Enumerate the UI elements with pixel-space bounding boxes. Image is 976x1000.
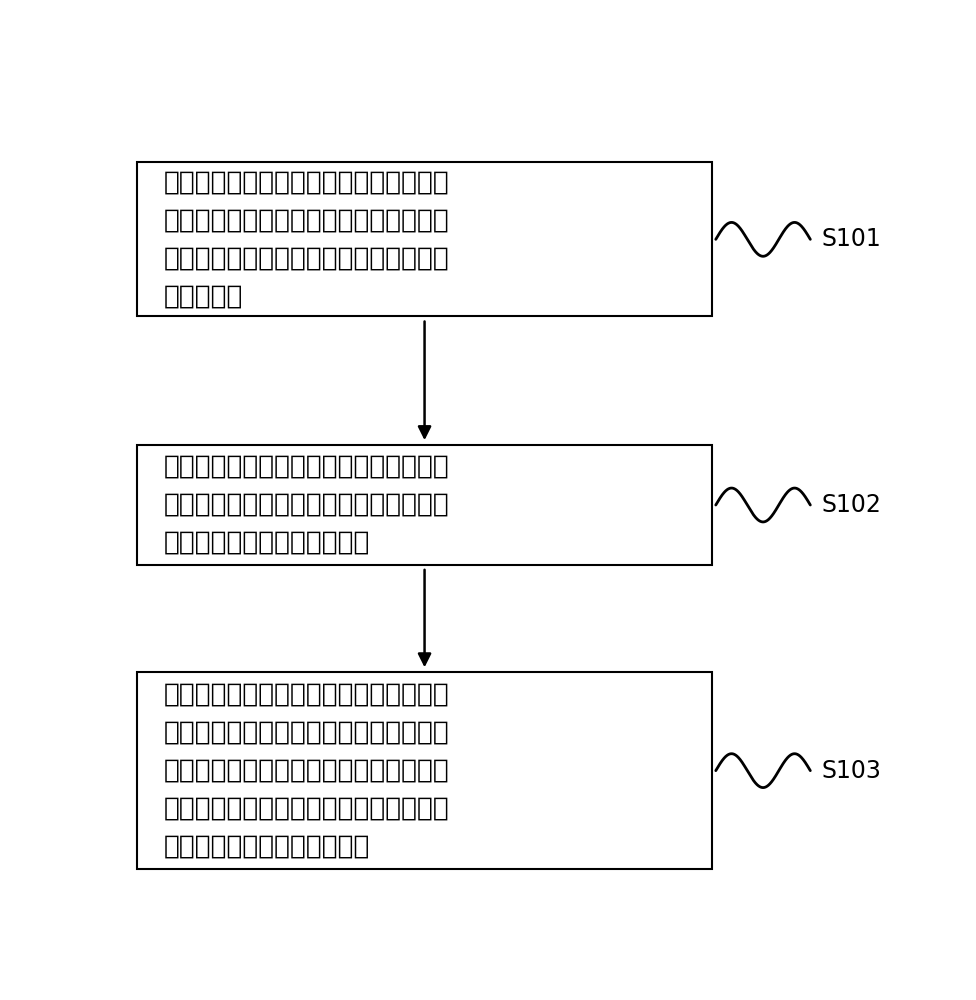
- Text: S101: S101: [822, 227, 881, 251]
- Bar: [137, 162, 712, 316]
- Text: S102: S102: [822, 493, 881, 517]
- Text: 根据所述开采煤层中的煤炭资源赋存特征
和油气资源赋存特征，在所述开采煤层中
确定煤炭开采区和油气走廊区: 根据所述开采煤层中的煤炭资源赋存特征 和油气资源赋存特征，在所述开采煤层中 确定…: [164, 454, 449, 556]
- Text: 根据含煤地层中的煤炭资源赋存特征和油
气资源赋存特征，在含煤地层中确定开采
煤层，并确定煤炭资源开采工艺和油气资
源开采工艺: 根据含煤地层中的煤炭资源赋存特征和油 气资源赋存特征，在含煤地层中确定开采 煤层…: [164, 169, 449, 309]
- Bar: [137, 672, 712, 869]
- Text: 根据所述煤炭开采工艺和所述油气开采工
艺，确定在所述煤炭开采区进行煤炭资源
开采，在所述油气走廊区进行油气资源开
采，并在所述油气资源开采结束后在所述
油气走廊: 根据所述煤炭开采工艺和所述油气开采工 艺，确定在所述煤炭开采区进行煤炭资源 开采…: [164, 682, 449, 860]
- Text: S103: S103: [822, 759, 881, 783]
- Bar: [137, 445, 712, 565]
